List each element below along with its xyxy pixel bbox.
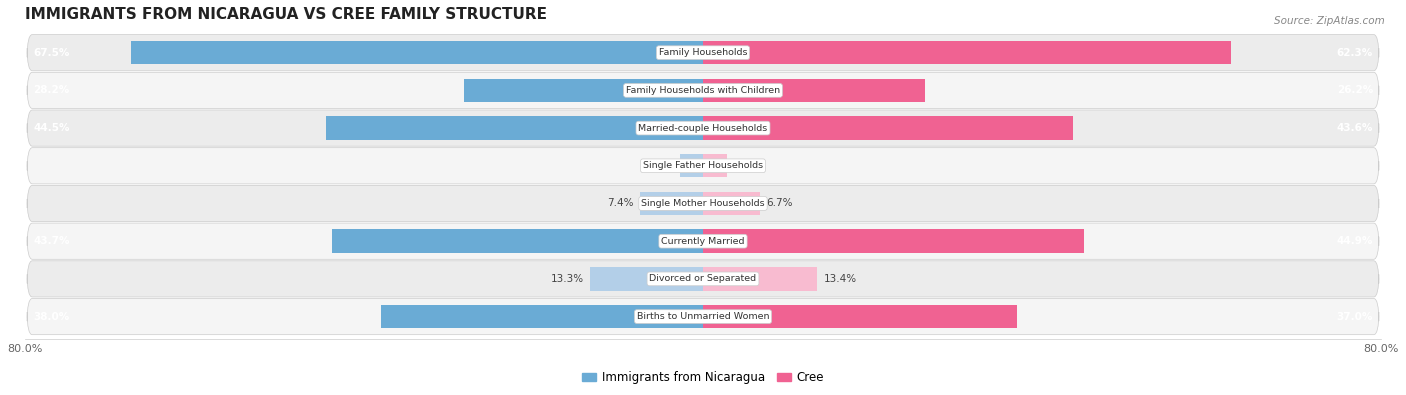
Text: 28.2%: 28.2% — [34, 85, 69, 95]
Bar — [703, 267, 817, 291]
Text: 7.4%: 7.4% — [607, 198, 634, 209]
FancyBboxPatch shape — [27, 299, 1379, 335]
Text: 44.5%: 44.5% — [34, 123, 70, 133]
Text: 13.4%: 13.4% — [824, 274, 856, 284]
Text: Currently Married: Currently Married — [661, 237, 745, 246]
Bar — [681, 154, 703, 177]
Text: 37.0%: 37.0% — [1337, 312, 1372, 322]
Bar — [640, 192, 703, 215]
Text: 62.3%: 62.3% — [1337, 48, 1372, 58]
Text: Divorced or Separated: Divorced or Separated — [650, 275, 756, 283]
Text: 2.8%: 2.8% — [734, 161, 761, 171]
Bar — [326, 117, 703, 140]
Bar — [381, 305, 703, 328]
Bar — [591, 267, 703, 291]
Bar — [332, 229, 703, 253]
Text: 44.9%: 44.9% — [1337, 236, 1372, 246]
Text: Single Mother Households: Single Mother Households — [641, 199, 765, 208]
Text: 26.2%: 26.2% — [1337, 85, 1372, 95]
Text: Married-couple Households: Married-couple Households — [638, 124, 768, 133]
Text: 2.7%: 2.7% — [647, 161, 673, 171]
Bar — [131, 41, 703, 64]
Text: 13.3%: 13.3% — [550, 274, 583, 284]
Text: Family Households: Family Households — [659, 48, 747, 57]
Text: 67.5%: 67.5% — [34, 48, 69, 58]
Bar — [703, 192, 759, 215]
FancyBboxPatch shape — [27, 261, 1379, 297]
FancyBboxPatch shape — [27, 110, 1379, 146]
Bar — [703, 229, 1084, 253]
Text: Single Father Households: Single Father Households — [643, 161, 763, 170]
FancyBboxPatch shape — [27, 72, 1379, 109]
Text: 38.0%: 38.0% — [34, 312, 69, 322]
FancyBboxPatch shape — [27, 185, 1379, 222]
Text: Births to Unmarried Women: Births to Unmarried Women — [637, 312, 769, 321]
Bar — [464, 79, 703, 102]
Bar — [703, 305, 1017, 328]
FancyBboxPatch shape — [27, 148, 1379, 184]
FancyBboxPatch shape — [27, 223, 1379, 259]
Legend: Immigrants from Nicaragua, Cree: Immigrants from Nicaragua, Cree — [576, 367, 830, 389]
Text: 6.7%: 6.7% — [766, 198, 793, 209]
Bar — [703, 79, 925, 102]
Text: IMMIGRANTS FROM NICARAGUA VS CREE FAMILY STRUCTURE: IMMIGRANTS FROM NICARAGUA VS CREE FAMILY… — [25, 7, 547, 22]
Text: Source: ZipAtlas.com: Source: ZipAtlas.com — [1274, 16, 1385, 26]
Bar — [703, 41, 1232, 64]
Bar — [703, 154, 727, 177]
Text: Family Households with Children: Family Households with Children — [626, 86, 780, 95]
Bar — [703, 117, 1073, 140]
FancyBboxPatch shape — [27, 35, 1379, 71]
Text: 43.7%: 43.7% — [34, 236, 70, 246]
Text: 43.6%: 43.6% — [1337, 123, 1372, 133]
